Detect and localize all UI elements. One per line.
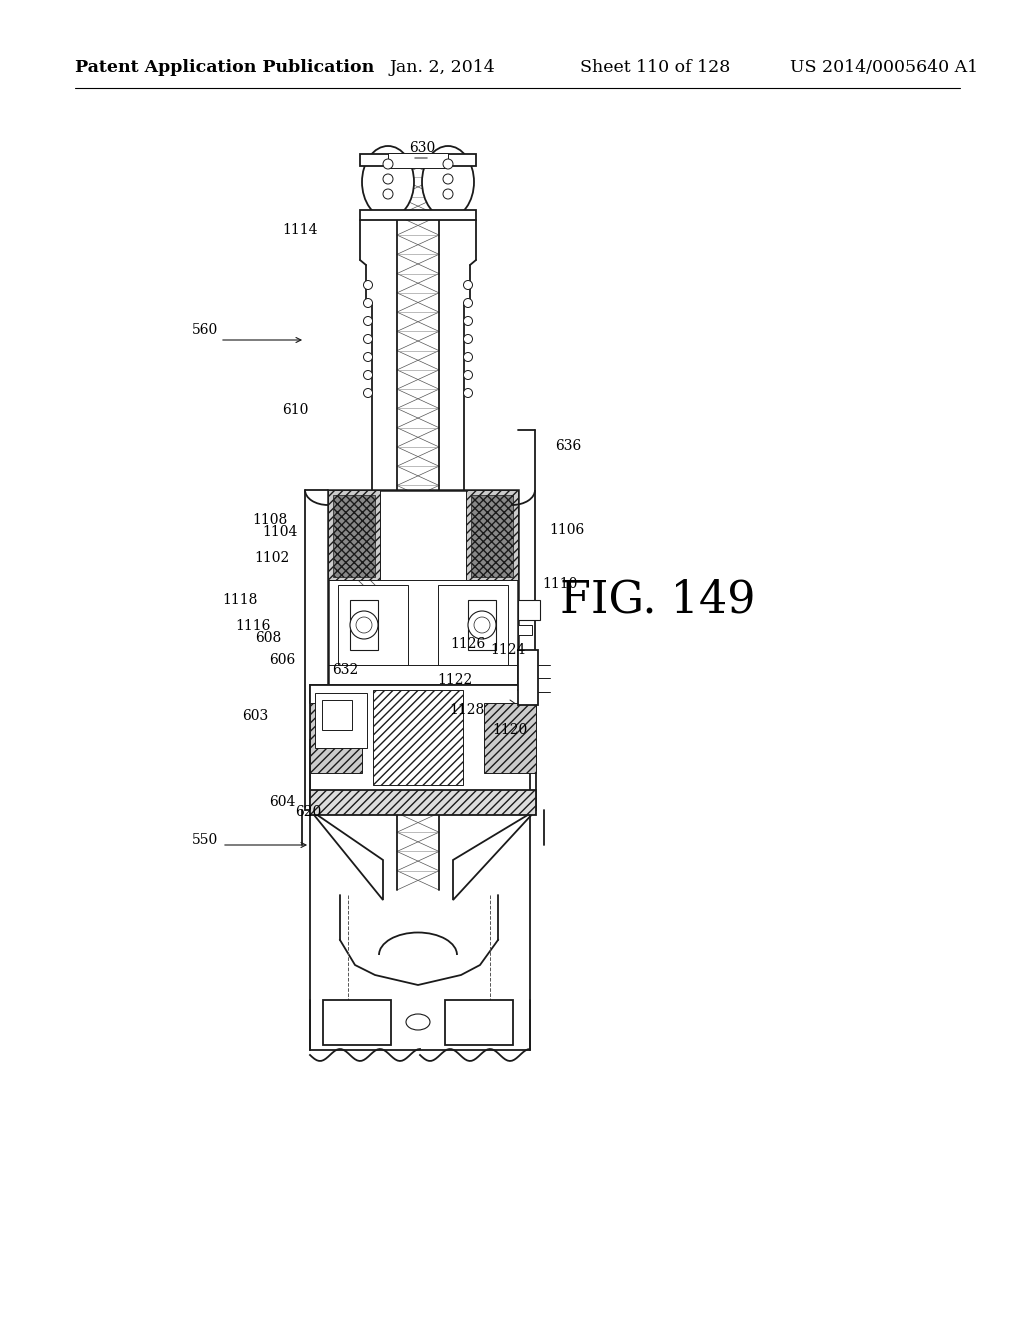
Circle shape <box>383 189 393 199</box>
Circle shape <box>443 174 453 183</box>
Text: 630: 630 <box>409 141 435 154</box>
Bar <box>310 704 362 774</box>
Bar <box>322 700 352 730</box>
Text: 620: 620 <box>295 805 322 818</box>
Bar <box>328 490 380 579</box>
Text: 550: 550 <box>191 833 218 847</box>
Text: 1122: 1122 <box>437 673 473 686</box>
Text: 610: 610 <box>282 403 308 417</box>
Text: 1114: 1114 <box>283 223 317 238</box>
Text: 636: 636 <box>555 440 582 453</box>
Ellipse shape <box>362 147 414 218</box>
Text: Jan. 2, 2014: Jan. 2, 2014 <box>390 59 496 77</box>
Circle shape <box>443 189 453 199</box>
Text: 632: 632 <box>332 663 358 677</box>
Text: 1104: 1104 <box>262 525 298 539</box>
Text: Patent Application Publication: Patent Application Publication <box>75 59 374 77</box>
Text: 560: 560 <box>191 323 218 337</box>
Text: US 2014/0005640 A1: US 2014/0005640 A1 <box>790 59 978 77</box>
Circle shape <box>364 371 373 380</box>
Bar <box>438 585 508 665</box>
Bar <box>445 1001 513 1045</box>
Circle shape <box>383 174 393 183</box>
Circle shape <box>468 611 496 639</box>
Circle shape <box>464 281 472 289</box>
Text: 1102: 1102 <box>254 550 290 565</box>
Circle shape <box>364 334 373 343</box>
Bar <box>373 690 463 785</box>
Text: 608: 608 <box>255 631 282 645</box>
Bar <box>471 495 513 577</box>
Bar <box>360 154 476 166</box>
Circle shape <box>443 158 453 169</box>
Text: 1116: 1116 <box>236 619 270 634</box>
Bar <box>518 601 540 620</box>
Bar <box>328 490 518 685</box>
Bar <box>360 210 476 220</box>
Bar <box>310 685 536 810</box>
Circle shape <box>364 281 373 289</box>
Circle shape <box>464 371 472 380</box>
Text: FIG. 149: FIG. 149 <box>560 578 756 622</box>
Circle shape <box>464 352 472 362</box>
Text: 1110: 1110 <box>543 577 578 591</box>
Text: 1128: 1128 <box>450 704 484 717</box>
Bar <box>388 153 449 168</box>
Polygon shape <box>453 810 536 900</box>
Bar <box>484 704 536 774</box>
Circle shape <box>464 334 472 343</box>
Bar <box>466 490 518 579</box>
Circle shape <box>464 388 472 397</box>
Polygon shape <box>310 810 383 900</box>
Circle shape <box>364 388 373 397</box>
Text: 1126: 1126 <box>451 638 485 651</box>
Text: 1106: 1106 <box>549 523 585 537</box>
Circle shape <box>464 298 472 308</box>
Circle shape <box>350 611 378 639</box>
Bar <box>310 789 536 814</box>
Text: Sheet 110 of 128: Sheet 110 of 128 <box>580 59 730 77</box>
Bar <box>518 649 538 705</box>
Text: 604: 604 <box>269 795 295 809</box>
Circle shape <box>464 317 472 326</box>
Bar <box>468 601 496 649</box>
Text: 1120: 1120 <box>493 723 527 737</box>
Ellipse shape <box>422 147 474 218</box>
Circle shape <box>364 352 373 362</box>
Circle shape <box>356 616 372 634</box>
Circle shape <box>383 158 393 169</box>
Text: 1124: 1124 <box>490 643 525 657</box>
Bar <box>323 1001 391 1045</box>
Bar <box>350 601 378 649</box>
Bar <box>333 495 375 577</box>
Circle shape <box>364 317 373 326</box>
Circle shape <box>474 616 490 634</box>
Bar <box>315 693 367 748</box>
Text: 1118: 1118 <box>222 593 258 607</box>
Bar <box>338 585 408 665</box>
Text: 606: 606 <box>269 653 295 667</box>
Text: 1108: 1108 <box>252 513 288 527</box>
Text: 603: 603 <box>242 709 268 723</box>
Circle shape <box>364 298 373 308</box>
Ellipse shape <box>406 1014 430 1030</box>
Bar <box>518 624 532 635</box>
